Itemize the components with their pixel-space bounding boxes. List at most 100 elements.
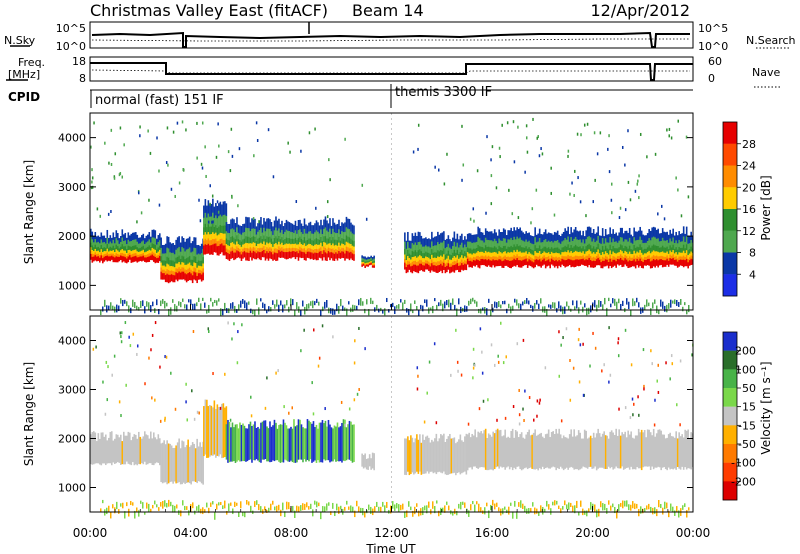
power-echo-cell xyxy=(532,262,535,269)
power-echo-cell xyxy=(440,263,442,271)
power-echo-cell xyxy=(273,252,276,260)
power-echo-cell xyxy=(528,232,530,241)
power-echo-cell xyxy=(335,239,337,246)
power-echo-cell xyxy=(361,263,363,265)
power-echo-cell xyxy=(604,229,607,239)
velocity-echo-cell xyxy=(102,432,104,464)
velocity-noise-cell xyxy=(116,501,118,510)
power-echo-cell xyxy=(314,249,316,253)
power-echo-cell xyxy=(231,236,234,243)
power-echo-cell xyxy=(291,223,294,233)
power-echo-cell xyxy=(267,228,270,238)
power-echo-cell xyxy=(661,256,664,261)
power-noise-cell xyxy=(664,305,666,312)
power-echo-cell xyxy=(225,222,228,232)
power-echo-cell xyxy=(135,232,137,240)
power-echo-cell xyxy=(410,263,412,267)
power-echo-cell xyxy=(465,247,468,254)
power-echo-cell xyxy=(459,257,462,263)
power-noise-cell xyxy=(430,307,432,311)
power-echo-cell xyxy=(90,228,92,237)
power-echo-cell xyxy=(520,230,523,241)
power-echo-cell xyxy=(508,239,511,248)
power-scatter-cell xyxy=(508,188,510,192)
power-echo-cell xyxy=(157,247,160,252)
power-echo-cell xyxy=(120,255,122,261)
power-echo-cell xyxy=(547,259,550,266)
power-echo-cell xyxy=(303,252,306,261)
power-noise-cell xyxy=(166,302,168,307)
power-echo-cell xyxy=(294,220,297,231)
power-echo-cell xyxy=(660,258,662,265)
power-echo-cell xyxy=(178,255,180,263)
power-echo-cell xyxy=(431,241,433,250)
power-echo-cell xyxy=(270,231,273,239)
power-echo-cell xyxy=(579,251,581,257)
nsearch-label: N.Search xyxy=(746,34,796,47)
power-echo-cell xyxy=(469,253,472,258)
velocity-noise-cell xyxy=(128,508,130,517)
power-echo-cell xyxy=(654,251,656,257)
power-echo-cell xyxy=(213,217,216,228)
power-echo-cell xyxy=(231,250,234,259)
power-noise-cell xyxy=(342,305,344,311)
velocity-echo-cell xyxy=(242,423,244,461)
power-echo-cell xyxy=(353,241,355,247)
power-echo-cell xyxy=(493,229,496,240)
power-echo-cell xyxy=(225,248,228,253)
velocity-scatter-cell xyxy=(128,335,130,339)
velocity-echo-cell xyxy=(586,438,589,469)
velocity-noise-cell xyxy=(618,504,620,511)
power-echo-cell xyxy=(474,248,476,254)
power-echo-cell xyxy=(225,244,228,249)
velocity-echo-cell xyxy=(609,431,611,469)
velocity-echo-cell xyxy=(690,432,692,470)
power-echo-cell xyxy=(438,251,441,258)
power-echo-cell xyxy=(365,257,368,261)
power-echo-cell xyxy=(112,232,115,241)
power-echo-cell xyxy=(616,248,619,254)
velocity-noise-cell xyxy=(448,505,450,511)
velocity-scatter-cell xyxy=(656,379,658,383)
power-echo-cell xyxy=(410,248,412,256)
power-echo-cell xyxy=(589,251,592,257)
power-echo-cell xyxy=(490,247,493,254)
velocity-echo-cell xyxy=(634,435,637,470)
power-noise-cell xyxy=(552,302,554,308)
power-echo-cell xyxy=(513,250,515,256)
power-echo-cell xyxy=(202,263,204,269)
velocity-noise-cell xyxy=(336,503,338,511)
power-echo-cell xyxy=(408,264,411,270)
velocity-echo-cell xyxy=(438,438,441,472)
velocity-echo-cell xyxy=(534,429,536,470)
power-echo-cell xyxy=(492,241,494,248)
power-echo-cell xyxy=(305,224,307,234)
power-noise-cell xyxy=(156,299,158,306)
power-echo-cell xyxy=(621,255,623,261)
power-scatter-cell xyxy=(540,147,542,151)
figure-title: Christmas Valley East (fitACF) xyxy=(90,1,328,20)
power-echo-cell xyxy=(501,247,503,254)
velocity-echo-cell xyxy=(224,407,226,457)
power-echo-cell xyxy=(136,241,139,248)
power-echo-cell xyxy=(666,251,668,256)
power-echo-cell xyxy=(309,252,312,260)
power-noise-cell xyxy=(182,298,184,302)
velocity-noise-cell xyxy=(168,499,170,507)
power-echo-cell xyxy=(272,254,274,261)
power-echo-cell xyxy=(151,247,154,252)
power-echo-cell xyxy=(90,253,92,260)
power-echo-cell xyxy=(561,255,563,260)
velocity-scatter-cell xyxy=(572,366,575,370)
power-echo-cell xyxy=(598,242,601,250)
velocity-scatter-cell xyxy=(544,366,547,370)
power-echo-cell xyxy=(103,254,106,258)
power-echo-cell xyxy=(222,240,225,246)
power-echo-cell xyxy=(126,255,128,259)
power-echo-cell xyxy=(124,254,127,258)
power-echo-cell xyxy=(212,198,214,213)
power-echo-cell xyxy=(136,257,139,263)
power-echo-cell xyxy=(323,228,325,237)
power-echo-cell xyxy=(287,238,289,245)
power-echo-cell xyxy=(194,272,197,281)
